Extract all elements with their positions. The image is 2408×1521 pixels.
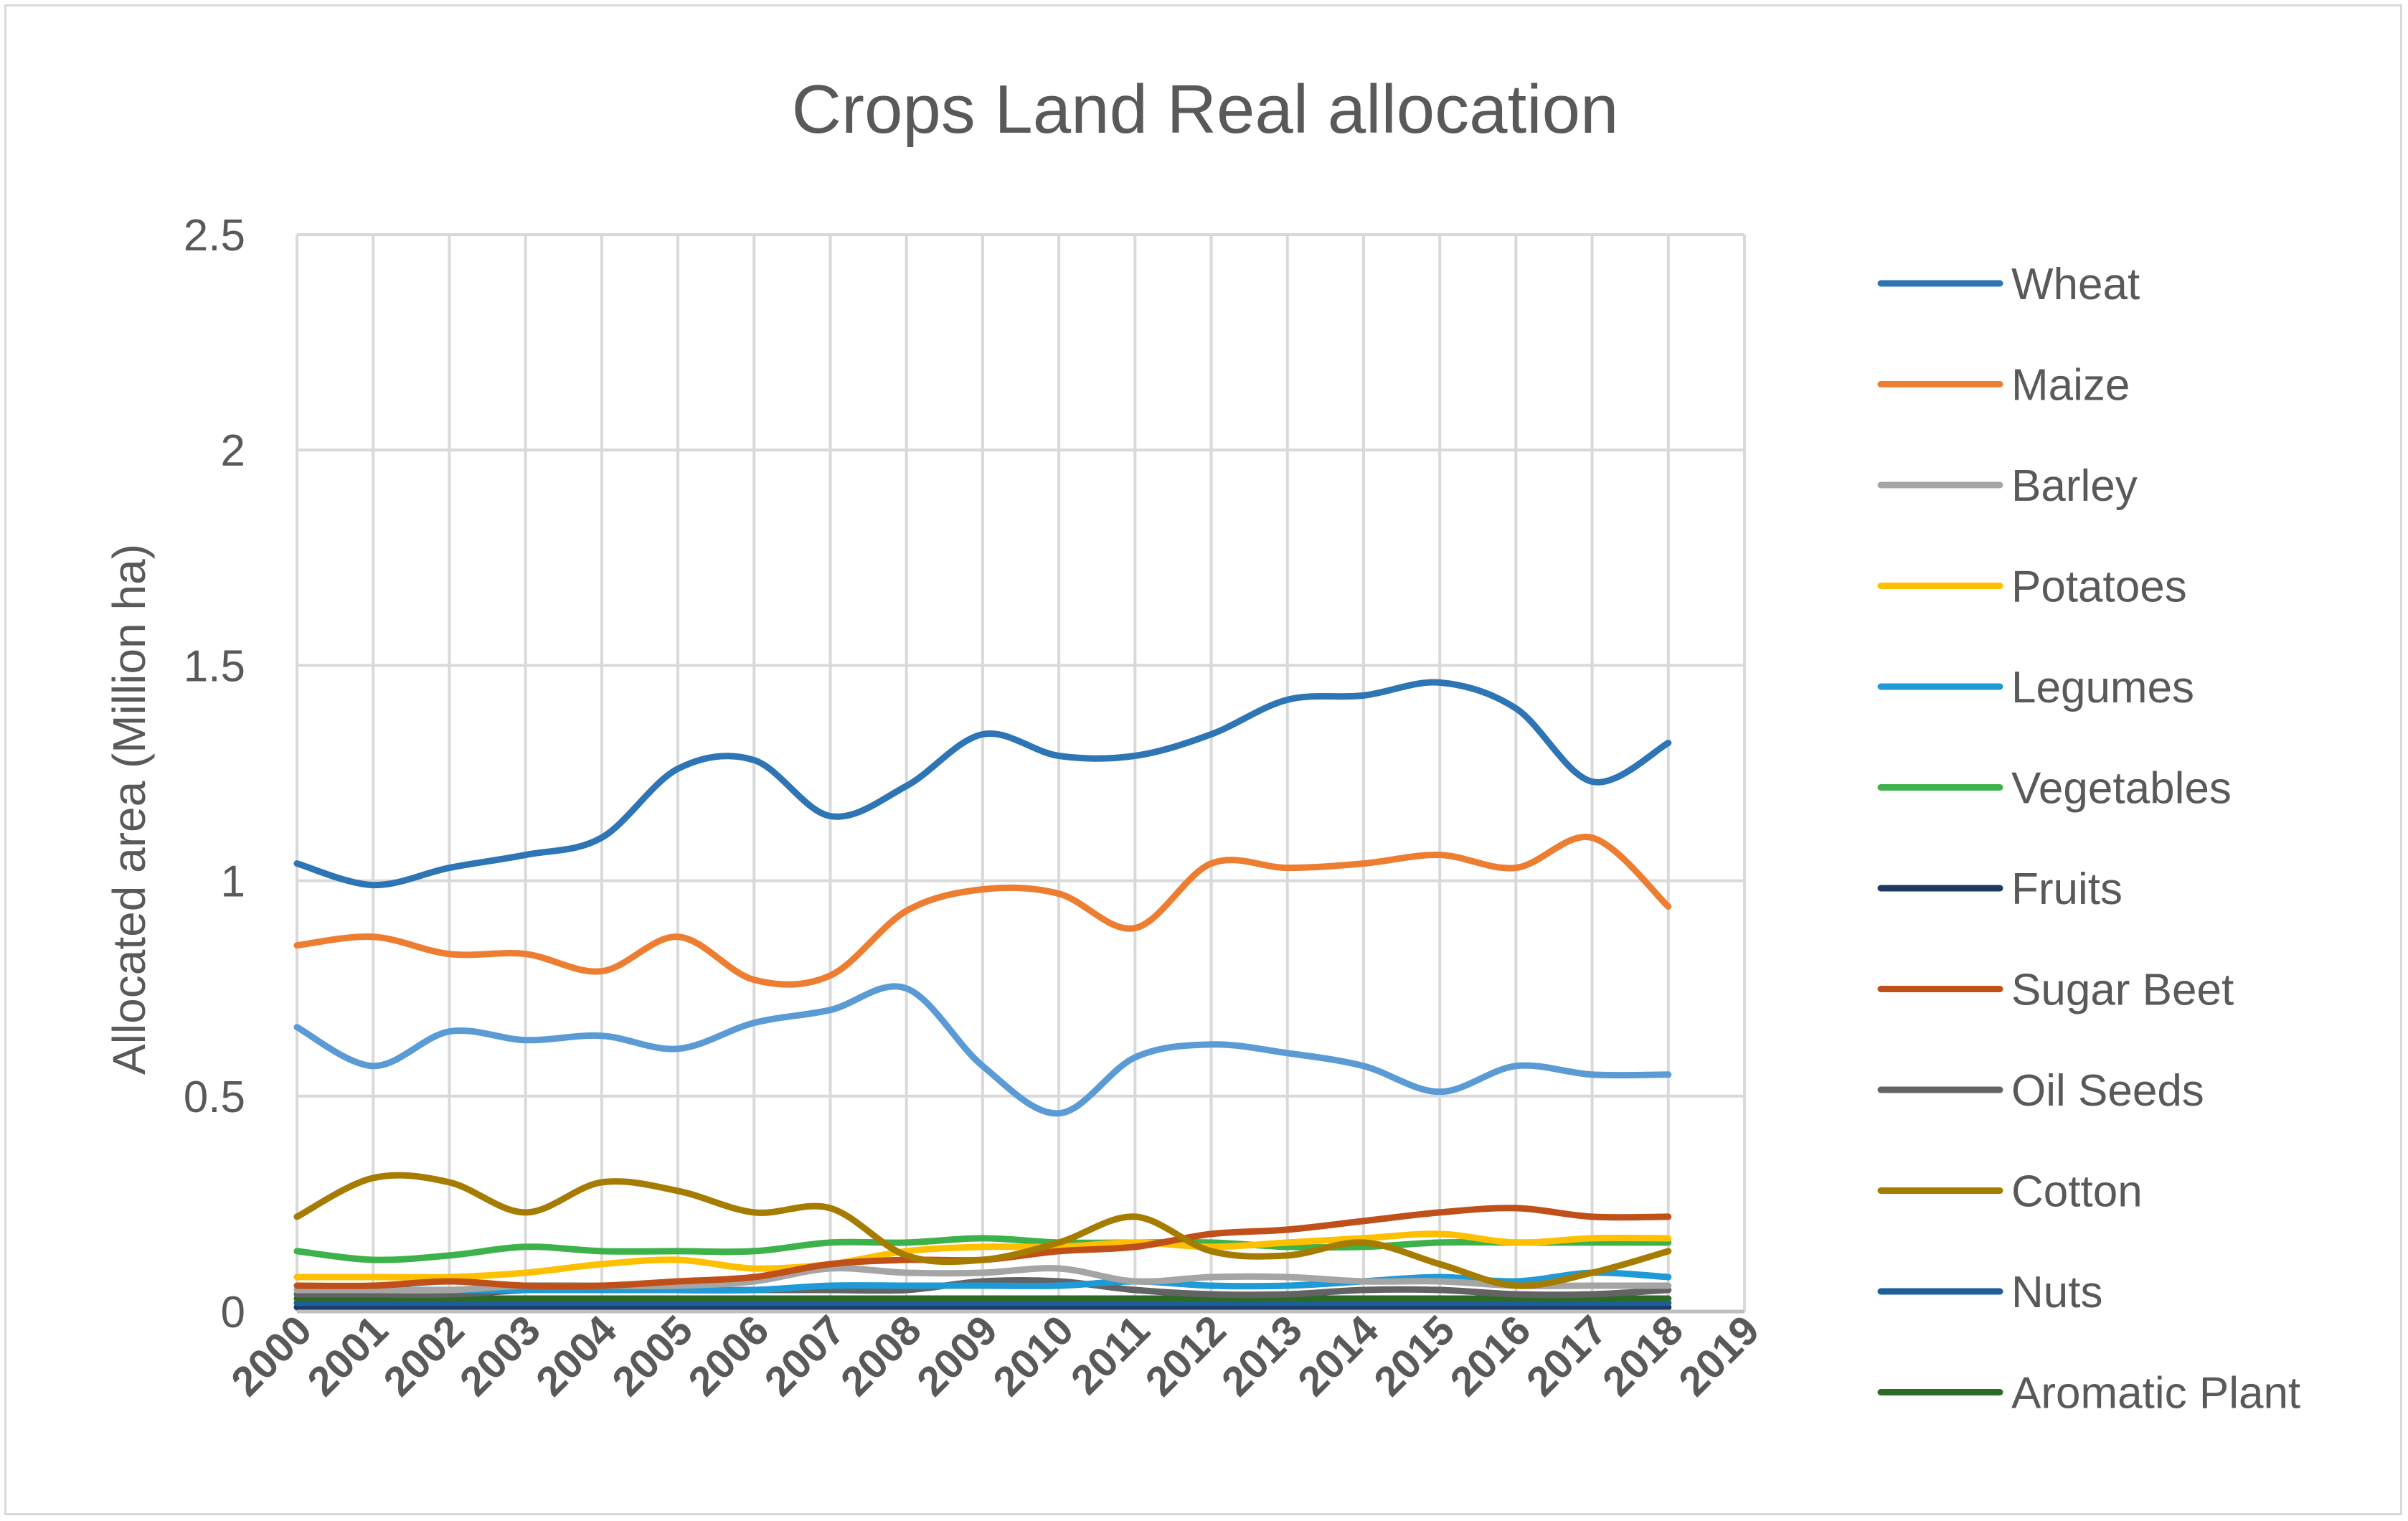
x-tick-label: 2017 — [1518, 1306, 1616, 1405]
y-tick-label: 2.5 — [184, 211, 245, 260]
x-tick-label: 2014 — [1289, 1306, 1387, 1405]
legend-item-oil-seeds: Oil Seeds — [1877, 1066, 2204, 1116]
legend: Wheat Maize Barley Potatoes Legumes Vegetable… — [1877, 260, 2300, 1418]
y-tick-label: 0.5 — [184, 1073, 245, 1122]
series-line-vegetables — [293, 1235, 1672, 1263]
legend-label: Sugar Beet — [2011, 966, 2234, 1015]
series-line-legumes — [293, 1269, 1672, 1294]
x-tick-label: 2003 — [451, 1306, 549, 1405]
legend-label: Maize — [2011, 361, 2130, 410]
legend-item-barley: Barley — [1877, 461, 2138, 511]
legend-item-vegetables: Vegetables — [1877, 764, 2232, 814]
y-tick-label: 1 — [221, 857, 245, 907]
legend-label: Nuts — [2011, 1268, 2102, 1317]
x-tick-label: 2002 — [374, 1306, 473, 1405]
legend-item-cotton: Cotton — [1877, 1167, 2143, 1217]
series-line-wheat — [293, 679, 1672, 889]
x-tick-label: 2004 — [527, 1306, 625, 1405]
legend-item-nuts: Nuts — [1877, 1268, 2102, 1317]
y-tick-label: 1.5 — [184, 641, 245, 691]
series-layer — [293, 679, 1672, 1311]
legend-item-wheat: Wheat — [1877, 260, 2140, 309]
chart-title: Crops Land Real allocation — [792, 71, 1619, 148]
x-tick-label: 2011 — [1062, 1306, 1159, 1403]
x-tick-label: 2019 — [1670, 1306, 1768, 1405]
y-axis-label: Allocated area (Million ha) — [103, 544, 155, 1075]
y-tick-label: 0 — [221, 1288, 245, 1337]
legend-label: Oil Seeds — [2011, 1066, 2204, 1116]
y-tick-label: 2 — [221, 426, 245, 476]
legend-label: Cotton — [2011, 1167, 2143, 1217]
x-tick-label: 2012 — [1137, 1306, 1235, 1405]
x-tick-label: 2001 — [298, 1306, 397, 1405]
x-tick-label: 2006 — [679, 1306, 778, 1405]
x-tick-label: 2009 — [908, 1306, 1006, 1405]
x-tick-label: 2013 — [1213, 1306, 1311, 1405]
x-tick-label: 2010 — [984, 1306, 1082, 1405]
legend-label: Aromatic Plant — [2011, 1369, 2300, 1418]
legend-label: Vegetables — [2011, 764, 2232, 814]
x-tick-label: 2008 — [832, 1306, 930, 1405]
series-line-potatoes — [293, 1230, 1672, 1281]
x-tick-label: 2015 — [1365, 1306, 1463, 1405]
x-tick-label: 2007 — [755, 1306, 854, 1405]
legend-item-legumes: Legumes — [1877, 663, 2194, 712]
x-tick-label: 2016 — [1441, 1306, 1539, 1405]
series-line-other — [293, 983, 1672, 1117]
legend-item-maize: Maize — [1877, 361, 2130, 410]
legend-item-sugar-beet: Sugar Beet — [1877, 966, 2234, 1015]
grid-layer — [296, 233, 1746, 1312]
x-tick-label: 2005 — [603, 1306, 702, 1405]
legend-item-potatoes: Potatoes — [1877, 562, 2187, 612]
legend-label: Potatoes — [2011, 562, 2187, 612]
legend-label: Barley — [2011, 461, 2138, 511]
legend-label: Fruits — [2011, 865, 2123, 914]
axis-layer: 00.511.522.52000200120022003200420052006… — [184, 211, 1768, 1405]
x-tick-label: 2018 — [1594, 1306, 1692, 1405]
legend-item-aromatic-plant: Aromatic Plant — [1877, 1369, 2300, 1418]
legend-item-fruits: Fruits — [1877, 865, 2123, 914]
legend-label: Legumes — [2011, 663, 2194, 712]
series-line-maize — [293, 833, 1672, 988]
chart-frame — [4, 4, 2402, 1515]
legend-label: Wheat — [2011, 260, 2140, 309]
series-line-cotton — [293, 1172, 1672, 1289]
